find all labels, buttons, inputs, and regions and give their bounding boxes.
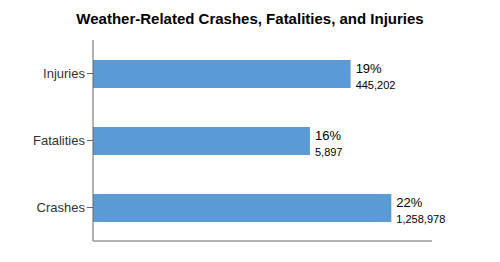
html-text:Weather-Related Crashes, Fatal: Weather-Related Crashes, Fatalities, and…	[76, 10, 424, 27]
svg-text:Crashes: Crashes	[37, 200, 86, 215]
svg-text:22%: 22%	[396, 195, 422, 210]
svg-text:5,897: 5,897	[315, 146, 343, 158]
svg-text:Fatalities: Fatalities	[33, 133, 86, 148]
svg-text:16%: 16%	[315, 128, 341, 143]
svg-text:445,202: 445,202	[356, 79, 396, 91]
svg-text:Injuries: Injuries	[43, 66, 85, 81]
svg-text:1,258,978: 1,258,978	[396, 213, 445, 225]
svg-text:19%: 19%	[356, 61, 382, 76]
